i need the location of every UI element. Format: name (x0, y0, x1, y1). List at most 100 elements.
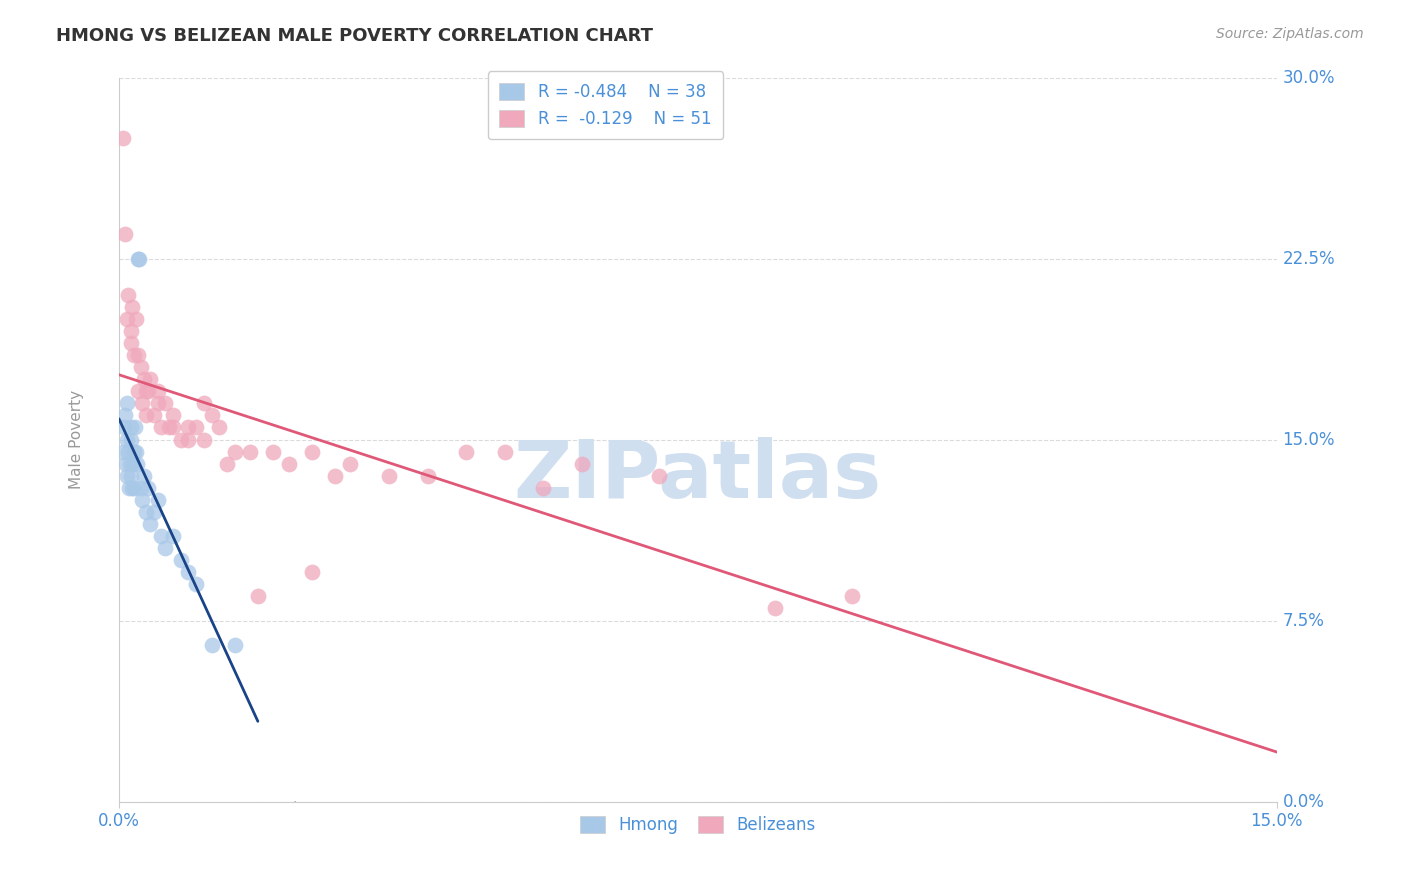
Point (127, 384, 149, 399)
Point (301, 566, 323, 580)
Point (184, 577, 207, 591)
Point (139, 516, 162, 531)
Point (121, 300, 143, 314)
Point (120, 468, 142, 483)
Point (111, 131, 134, 145)
Point (155, 541, 177, 556)
Point (120, 433, 142, 447)
Point (115, 468, 138, 483)
Point (124, 420, 146, 434)
Point (117, 287, 139, 301)
Point (124, 348, 146, 362)
Point (301, 444, 323, 458)
Point (763, 601, 786, 615)
Point (571, 457, 593, 471)
Point (114, 409, 136, 423)
Point (121, 457, 143, 471)
Point (416, 468, 439, 483)
Point (177, 420, 200, 434)
Point (136, 481, 159, 495)
Point (142, 505, 165, 519)
Text: Source: ZipAtlas.com: Source: ZipAtlas.com (1216, 27, 1364, 41)
Point (162, 420, 184, 434)
Point (146, 384, 169, 399)
Point (128, 252, 150, 266)
Point (150, 420, 173, 434)
Point (114, 227, 136, 242)
Point (155, 396, 177, 410)
Point (533, 481, 555, 495)
Point (215, 457, 238, 471)
Point (378, 468, 401, 483)
Point (277, 457, 299, 471)
Point (118, 457, 141, 471)
Point (184, 420, 207, 434)
Point (239, 444, 262, 458)
Point (841, 590, 863, 604)
Point (177, 433, 200, 447)
Point (118, 481, 141, 495)
Point (111, 444, 134, 458)
Point (323, 468, 346, 483)
Point (200, 409, 222, 423)
Text: 15.0%: 15.0% (1282, 431, 1334, 449)
Point (177, 566, 200, 580)
Text: 30.0%: 30.0% (1282, 69, 1334, 87)
Point (162, 409, 184, 423)
Point (146, 492, 169, 507)
Point (136, 384, 159, 399)
Point (494, 444, 516, 458)
Point (132, 372, 155, 386)
Point (200, 638, 222, 652)
Point (142, 409, 165, 423)
Y-axis label: Male Poverty: Male Poverty (69, 390, 84, 489)
Point (262, 444, 284, 458)
Text: ZIPatlas: ZIPatlas (513, 437, 882, 515)
Text: 0.0%: 0.0% (1282, 793, 1324, 811)
Point (115, 433, 138, 447)
Point (224, 638, 246, 652)
Point (115, 311, 138, 326)
Point (122, 444, 145, 458)
Point (125, 457, 148, 471)
Point (125, 311, 148, 326)
Point (135, 409, 157, 423)
Text: HMONG VS BELIZEAN MALE POVERTY CORRELATION CHART: HMONG VS BELIZEAN MALE POVERTY CORRELATI… (56, 27, 654, 45)
Point (162, 529, 184, 543)
Point (208, 420, 231, 434)
Point (193, 433, 215, 447)
Point (132, 468, 155, 483)
Legend: Hmong, Belizeans: Hmong, Belizeans (569, 805, 825, 844)
Point (129, 360, 152, 375)
Point (117, 396, 139, 410)
Point (456, 444, 478, 458)
Point (648, 468, 671, 483)
Point (135, 384, 157, 399)
Point (170, 553, 193, 567)
Point (120, 420, 142, 434)
Point (170, 433, 193, 447)
Point (246, 590, 269, 604)
Point (131, 492, 153, 507)
Point (117, 444, 139, 458)
Point (193, 396, 215, 410)
Point (150, 529, 173, 543)
Point (115, 457, 138, 471)
Point (339, 457, 361, 471)
Point (224, 444, 246, 458)
Text: 7.5%: 7.5% (1282, 612, 1324, 630)
Text: 22.5%: 22.5% (1282, 250, 1336, 268)
Point (131, 396, 153, 410)
Point (139, 372, 162, 386)
Point (146, 396, 169, 410)
Point (125, 444, 148, 458)
Point (157, 420, 180, 434)
Point (121, 481, 143, 495)
Point (124, 481, 146, 495)
Point (127, 348, 149, 362)
Point (120, 324, 142, 338)
Point (127, 252, 149, 266)
Point (112, 420, 135, 434)
Point (120, 336, 142, 351)
Point (135, 505, 157, 519)
